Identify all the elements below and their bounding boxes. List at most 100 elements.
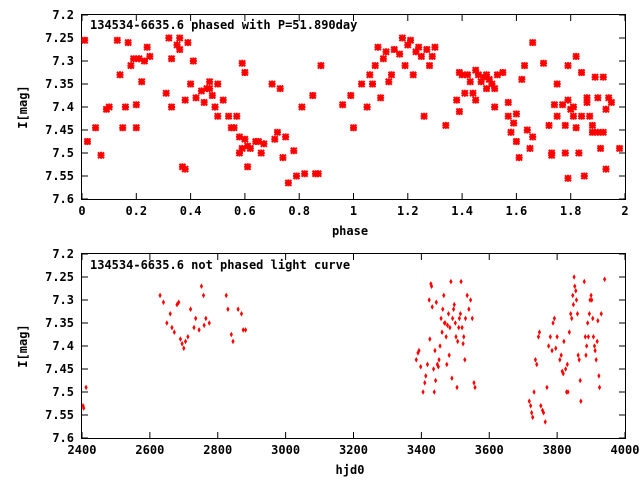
data-point: [577, 68, 586, 77]
data-point: [559, 352, 563, 358]
data-point: [127, 61, 135, 70]
data-point: [317, 61, 325, 70]
data-point: [562, 338, 566, 345]
data-point: [406, 36, 415, 45]
data-point: [385, 77, 393, 86]
data-point: [427, 297, 431, 303]
data-point: [447, 352, 451, 358]
data-point: [594, 94, 602, 102]
data-point: [449, 278, 453, 285]
data-point: [113, 36, 122, 45]
data-point: [456, 338, 460, 345]
data-point: [565, 361, 569, 368]
data-point: [467, 306, 471, 312]
data-point: [471, 96, 480, 104]
data-point: [129, 54, 138, 63]
y-tick-label: 7.55: [45, 169, 74, 183]
data-point: [482, 71, 491, 79]
data-point: [97, 151, 105, 160]
data-point: [423, 45, 431, 54]
data-point: [199, 283, 204, 289]
data-point: [119, 123, 127, 132]
data-point: [536, 334, 541, 340]
data-point: [469, 89, 477, 97]
x-tick-label: 3000: [271, 443, 300, 457]
x-tick-label: 3800: [543, 443, 572, 457]
data-point: [181, 96, 189, 104]
data-point: [314, 169, 322, 178]
data-point: [599, 73, 607, 81]
data-point: [539, 59, 548, 68]
data-point: [550, 347, 554, 354]
data-point: [428, 52, 436, 61]
data-point: [192, 94, 200, 102]
y-tick-label: 7.4: [52, 100, 74, 114]
data-point: [463, 315, 468, 322]
data-point: [569, 311, 573, 317]
data-point: [207, 320, 211, 326]
data-point: [243, 327, 248, 333]
data-point: [533, 357, 538, 363]
x-tick-label: 2800: [203, 443, 232, 457]
data-point: [201, 292, 206, 299]
data-point: [376, 94, 385, 102]
data-point: [309, 91, 317, 100]
data-point: [547, 343, 551, 349]
x-tick-label: 0.8: [288, 204, 310, 218]
data-point: [140, 57, 149, 65]
data-point: [202, 322, 206, 329]
data-point: [535, 361, 539, 368]
data-point: [552, 315, 557, 322]
data-point: [425, 361, 430, 368]
data-point: [578, 377, 582, 384]
data-point: [575, 149, 583, 157]
data-point: [146, 52, 154, 61]
data-point: [582, 278, 586, 285]
data-point: [553, 80, 561, 88]
data-point: [230, 123, 238, 132]
data-point: [371, 61, 379, 70]
data-point: [457, 315, 461, 322]
data-point: [417, 52, 426, 61]
data-point: [585, 343, 589, 349]
data-point: [520, 61, 529, 70]
data-point: [161, 299, 166, 306]
data-point: [596, 144, 605, 153]
data-point: [527, 398, 531, 404]
data-point: [588, 128, 597, 137]
data-point: [434, 299, 438, 306]
data-point: [599, 128, 607, 137]
data-point: [450, 375, 454, 381]
data-point: [518, 75, 526, 84]
data-point: [241, 68, 249, 77]
data-point: [162, 89, 170, 97]
data-point: [235, 133, 244, 141]
data-point: [564, 366, 568, 372]
data-point: [561, 149, 569, 157]
y-tick-label: 7.25: [45, 31, 74, 45]
data-point: [558, 357, 562, 363]
data-point: [455, 384, 459, 391]
data-point: [468, 297, 473, 303]
data-point: [177, 299, 181, 306]
data-point: [387, 71, 396, 79]
data-point: [168, 311, 172, 317]
data-point: [239, 311, 244, 317]
x-tick-label: 3400: [407, 443, 436, 457]
data-point: [437, 357, 441, 363]
y-tick-label: 7.25: [45, 270, 74, 284]
data-point: [515, 153, 523, 162]
data-point: [458, 311, 463, 317]
data-point: [357, 80, 366, 88]
data-point: [425, 61, 434, 70]
data-point: [233, 112, 241, 120]
data-point: [436, 363, 440, 370]
data-point: [452, 96, 461, 104]
data-point: [176, 45, 184, 54]
data-point: [219, 96, 227, 104]
data-point: [585, 112, 594, 120]
y-tick-label: 7.45: [45, 362, 74, 376]
data-point: [567, 329, 571, 335]
data-point: [105, 103, 113, 111]
data-point: [597, 373, 601, 379]
